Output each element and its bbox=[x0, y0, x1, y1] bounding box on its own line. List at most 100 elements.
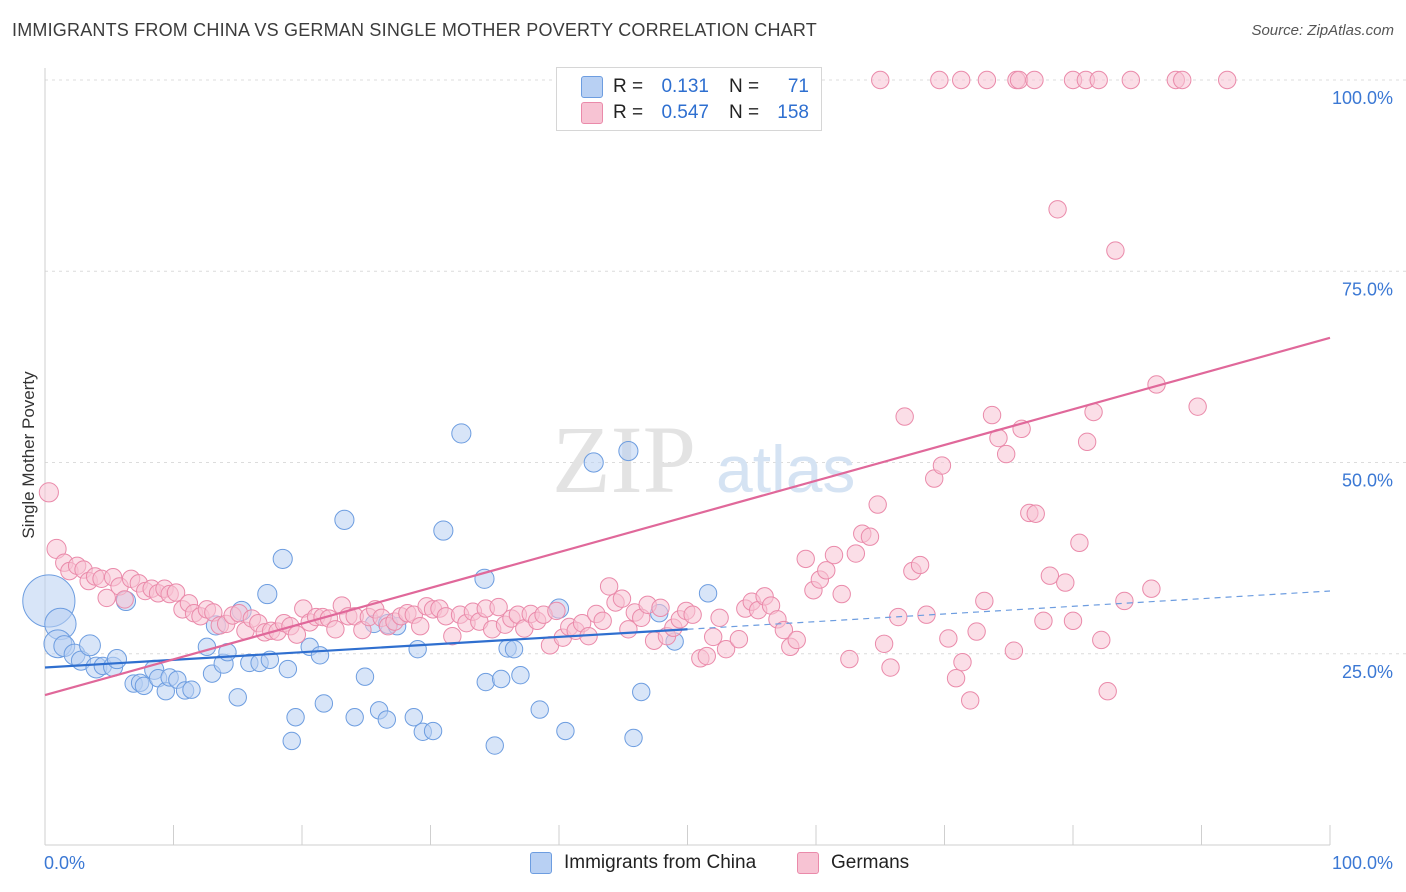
legend-row-china: R = 0.131 N = 71 bbox=[581, 75, 809, 99]
german-point bbox=[774, 620, 794, 640]
china-point bbox=[278, 659, 298, 679]
watermark-atlas: atlas bbox=[716, 432, 855, 506]
legend-r-label: R = bbox=[613, 102, 644, 123]
german-point bbox=[796, 549, 815, 569]
x-tick-label: 0.0% bbox=[44, 853, 85, 873]
german-point bbox=[953, 652, 972, 672]
source-label: Source: ZipAtlas.com bbox=[1251, 22, 1394, 39]
german-point bbox=[996, 444, 1016, 464]
china-point bbox=[504, 639, 524, 659]
german-point bbox=[115, 590, 134, 609]
german-point bbox=[1077, 432, 1097, 452]
x-tick-label: 100.0% bbox=[1332, 853, 1393, 873]
german-point bbox=[982, 405, 1002, 425]
bottom-legend-swatch-china bbox=[530, 852, 552, 874]
german-point bbox=[1040, 566, 1060, 585]
y-tick-label: 75.0% bbox=[1342, 279, 1393, 299]
german-point bbox=[895, 407, 914, 426]
german-point bbox=[411, 617, 430, 636]
german-point bbox=[871, 70, 890, 90]
legend-r-value-china: 0.131 bbox=[661, 76, 709, 97]
german-point bbox=[599, 577, 619, 596]
german-trend-line bbox=[44, 336, 1331, 697]
german-point bbox=[910, 555, 930, 575]
german-point bbox=[1004, 641, 1024, 660]
german-point bbox=[817, 561, 836, 580]
china-point bbox=[624, 728, 643, 748]
german-point bbox=[683, 605, 702, 624]
china-point bbox=[511, 665, 530, 685]
china-point bbox=[485, 736, 504, 755]
german-point bbox=[787, 630, 806, 650]
german-point bbox=[1034, 611, 1053, 631]
china-trend-extension bbox=[687, 590, 1331, 630]
china-point bbox=[272, 548, 293, 569]
german-point bbox=[917, 605, 936, 624]
china-trend-line bbox=[44, 628, 688, 669]
german-point bbox=[860, 527, 880, 546]
china-point bbox=[286, 708, 305, 727]
german-point bbox=[846, 544, 866, 563]
china-point bbox=[404, 708, 423, 727]
german-point bbox=[1048, 200, 1067, 219]
china-point bbox=[197, 637, 217, 657]
china-point bbox=[345, 708, 364, 727]
german-point bbox=[1089, 70, 1108, 90]
german-point bbox=[967, 622, 986, 641]
bottom-legend-germans: Germans bbox=[797, 852, 909, 874]
german-point bbox=[1188, 397, 1207, 416]
german-point bbox=[1009, 70, 1029, 90]
german-point bbox=[874, 634, 894, 654]
china-point bbox=[632, 682, 651, 702]
german-point bbox=[612, 589, 632, 608]
legend-row-germans: R = 0.547 N = 158 bbox=[581, 101, 809, 125]
china-point bbox=[408, 639, 427, 659]
german-point bbox=[1026, 504, 1045, 523]
bottom-legend-label-germans: Germans bbox=[831, 852, 910, 873]
china-point bbox=[310, 646, 330, 665]
china-point bbox=[106, 649, 128, 670]
german-point bbox=[1218, 70, 1237, 90]
y-axis-label: Single Mother Poverty bbox=[19, 371, 38, 539]
german-point bbox=[930, 70, 949, 90]
german-point bbox=[1063, 611, 1083, 631]
legend-swatch-china bbox=[581, 76, 603, 98]
y-tick-label: 100.0% bbox=[1332, 88, 1393, 108]
german-point bbox=[443, 626, 462, 646]
stats-legend: R = 0.131 N = 71 R = 0.547 N = 158 bbox=[556, 67, 822, 131]
german-point bbox=[651, 598, 670, 618]
y-tick-label: 25.0% bbox=[1342, 662, 1393, 682]
legend-n-value-germans: 158 bbox=[777, 102, 809, 123]
china-point bbox=[134, 676, 154, 696]
legend-r-label: R = bbox=[613, 76, 644, 97]
german-point bbox=[326, 620, 345, 639]
bottom-legend-swatch-germans bbox=[797, 852, 819, 874]
y-tick-label: 50.0% bbox=[1342, 471, 1393, 491]
german-point bbox=[881, 658, 900, 677]
german-point bbox=[716, 639, 736, 659]
german-point bbox=[932, 456, 952, 475]
german-point bbox=[489, 597, 508, 617]
china-point bbox=[423, 721, 443, 741]
german-point bbox=[710, 608, 729, 627]
china-point bbox=[451, 423, 472, 444]
legend-swatch-germans bbox=[581, 102, 603, 124]
german-point bbox=[824, 545, 844, 565]
german-point bbox=[946, 669, 966, 688]
legend-n-label: N = bbox=[729, 102, 760, 123]
german-point bbox=[952, 70, 971, 90]
german-point bbox=[1121, 70, 1141, 90]
china-point bbox=[377, 710, 397, 729]
german-point bbox=[975, 591, 994, 611]
german-point bbox=[97, 588, 116, 608]
china-point bbox=[257, 584, 278, 605]
china-point bbox=[282, 731, 301, 751]
german-point bbox=[977, 70, 997, 90]
german-point bbox=[1115, 591, 1134, 611]
german-point bbox=[1142, 579, 1161, 598]
legend-r-value-germans: 0.547 bbox=[661, 102, 709, 123]
china-point bbox=[355, 667, 375, 686]
china-point bbox=[698, 584, 718, 603]
china-point bbox=[530, 700, 549, 719]
